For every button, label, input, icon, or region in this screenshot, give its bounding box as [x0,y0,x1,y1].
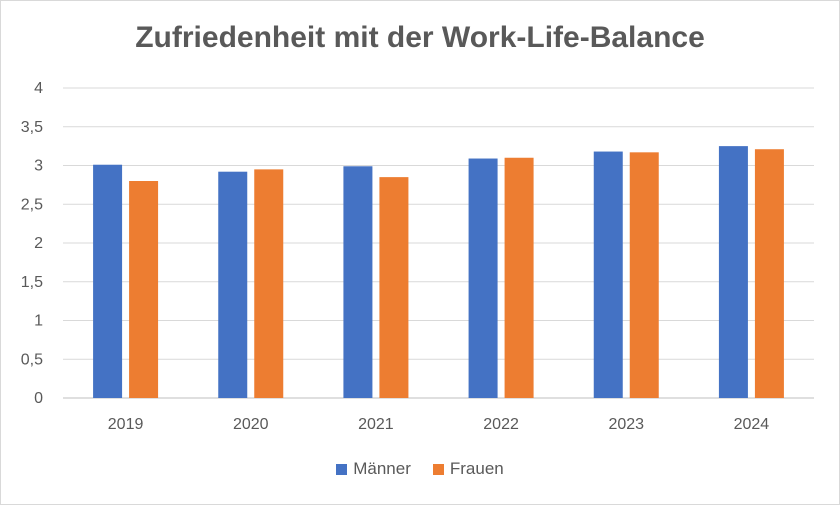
y-tick-label: 4 [34,80,43,97]
legend: Männer Frauen [1,459,839,479]
x-tick-label: 2024 [734,416,770,433]
bar-layer [93,146,784,398]
bar-maenner-2024 [718,146,748,398]
bar-frauen-2022 [504,157,534,398]
legend-label-frauen: Frauen [449,459,504,478]
bar-maenner-2023 [593,151,623,398]
legend-item-maenner: Männer [336,459,411,479]
legend-item-frauen: Frauen [432,459,504,479]
x-tick-label: 2019 [108,416,144,433]
y-tick-label: 1 [34,313,43,330]
x-tick-label: 2022 [483,416,519,433]
label-layer: 0 0,5 1 1,5 2 2,5 3 3,5 4 2019 2020 2021 2022 2023 202… [21,80,770,433]
bar-frauen-2024 [754,149,784,398]
bar-frauen-2020 [254,169,284,398]
bar-maenner-2020 [218,171,248,398]
y-tick-label: 3,5 [21,119,43,136]
bar-frauen-2023 [629,152,659,398]
bar-frauen-2021 [379,177,409,398]
y-tick-label: 1,5 [21,274,43,291]
x-tick-label: 2021 [358,416,394,433]
y-tick-label: 0,5 [21,351,43,368]
bar-maenner-2022 [468,158,498,398]
x-tick-label: 2020 [233,416,269,433]
y-tick-label: 2,5 [21,196,43,213]
bar-frauen-2019 [129,181,159,398]
chart-title: Zufriedenheit mit der Work-Life-Balance [135,21,705,54]
y-tick-label: 2 [34,235,43,252]
y-tick-label: 3 [34,158,43,175]
grid-layer [63,87,814,399]
legend-label-maenner: Männer [353,459,411,478]
legend-swatch-maenner [336,463,348,475]
bar-maenner-2021 [343,166,373,398]
legend-swatch-frauen [432,463,444,475]
bar-maenner-2019 [93,164,123,398]
x-tick-label: 2023 [608,416,644,433]
y-tick-label: 0 [34,390,43,407]
